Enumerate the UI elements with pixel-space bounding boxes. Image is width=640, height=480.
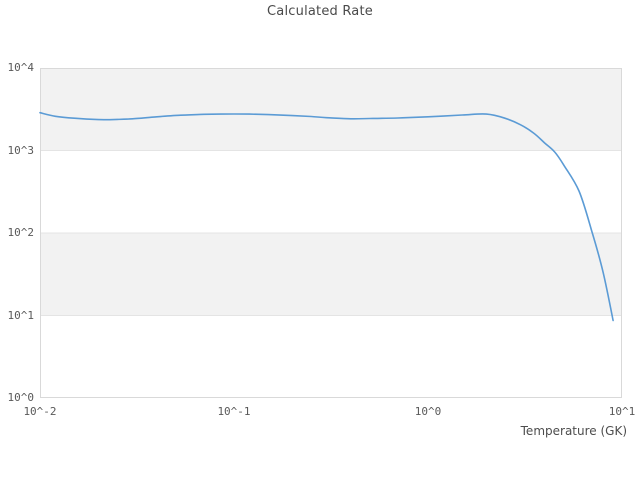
y-tick-label: 10^3 <box>7 143 35 157</box>
rate-curve <box>39 111 614 322</box>
y-tick-label: 10^2 <box>7 226 35 239</box>
decade-band <box>40 233 622 316</box>
y-tick-label: 10^4 <box>7 61 35 74</box>
x-tick-label: 10^-2 <box>23 405 57 418</box>
y-tick-label: 10^0 <box>7 391 35 404</box>
chart-title: Calculated Rate <box>267 4 373 19</box>
x-tick-label: 10^0 <box>414 405 442 418</box>
decade-band <box>40 68 622 151</box>
plot-bands <box>40 68 622 316</box>
plot-border <box>40 68 622 398</box>
x-tick-label: 10^-1 <box>217 405 251 418</box>
y-tick-label: 10^1 <box>7 308 35 322</box>
x-tick-label: 10^1 <box>608 405 636 418</box>
x-axis-title: Temperature (GK) <box>520 424 627 438</box>
plot-gridlines <box>40 150 622 316</box>
